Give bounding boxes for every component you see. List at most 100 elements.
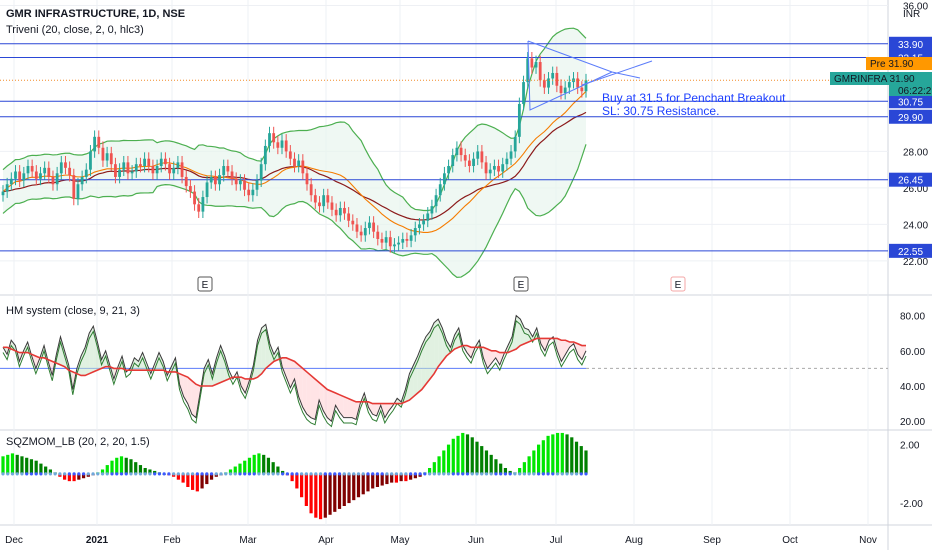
sqz-y-tick-label: -2.00 <box>900 499 923 510</box>
sqz-zero-dot <box>63 472 67 476</box>
level-tag-text: 30.75 <box>898 97 923 108</box>
hm-fill-segment <box>294 361 299 397</box>
sqz-zero-dot <box>475 472 479 476</box>
sqz-zero-dot <box>34 472 38 476</box>
candle-body <box>497 166 500 172</box>
sqz-bar <box>110 460 114 474</box>
sqz-bar <box>442 450 446 474</box>
candle-body <box>147 158 151 167</box>
sqz-zero-dot <box>314 472 318 476</box>
candle-body <box>459 147 463 156</box>
sqz-bar <box>356 473 361 498</box>
candle-body <box>401 238 405 243</box>
sqz-zero-dot <box>446 472 451 476</box>
earnings-marker-label: E <box>202 280 209 291</box>
sqz-bar <box>584 450 588 474</box>
sqz-bar <box>314 473 318 518</box>
sqz-bar <box>105 465 109 474</box>
hm-fill-segment <box>89 326 94 374</box>
sqz-zero-dot <box>96 472 100 476</box>
candle-body <box>230 171 234 179</box>
sqz-zero-dot <box>404 472 408 476</box>
sqz-bar <box>262 454 266 474</box>
candle-body <box>288 151 292 159</box>
candle-body <box>513 136 517 152</box>
candle-body <box>376 231 380 239</box>
sqz-bar <box>456 435 460 474</box>
sqz-zero-dot <box>153 472 157 476</box>
sqz-zero-dot <box>508 472 512 476</box>
hm-fill-segment <box>351 400 357 420</box>
sqz-zero-dot <box>551 472 555 476</box>
candle-body <box>255 180 259 190</box>
sqz-zero-dot <box>555 472 560 476</box>
sqz-zero-dot <box>276 472 280 476</box>
indicator-hm-legend[interactable]: HM system (close, 9, 21, 3) <box>6 305 140 317</box>
sqz-zero-dot <box>190 472 195 476</box>
sqz-bar <box>432 462 436 474</box>
sqz-zero-dot <box>119 472 124 476</box>
candle-body <box>118 169 121 177</box>
hm-fill-segment <box>581 345 586 360</box>
sqz-bar <box>44 466 48 474</box>
candle-body <box>143 158 146 167</box>
sqz-zero-dot <box>243 472 247 476</box>
sqz-zero-dot <box>167 472 171 476</box>
sqz-zero-dot <box>195 472 199 476</box>
sqz-zero-dot <box>238 472 242 476</box>
sqz-zero-dot <box>228 472 233 476</box>
sqz-zero-dot <box>328 472 332 476</box>
sqz-bar <box>100 469 105 474</box>
candle-body <box>413 228 417 236</box>
indicator-sqz-legend[interactable]: SQZMOM_LB (20, 2, 20, 1.5) <box>6 436 150 448</box>
candle-body <box>93 136 97 152</box>
bollinger-lower-line <box>2 144 587 279</box>
sqz-zero-dot <box>527 472 531 476</box>
sqz-zero-dot <box>394 472 399 476</box>
sqz-bar <box>546 435 550 474</box>
candle-body <box>393 244 396 247</box>
sqz-bar <box>522 462 526 474</box>
sqz-bar <box>399 473 403 482</box>
indicator-triveni-legend[interactable]: Triveni (20, close, 2, 0, hlc3) <box>6 24 144 36</box>
hm-fill-segment <box>183 375 188 404</box>
sqz-zero-dot <box>522 472 526 476</box>
sqz-bar <box>333 473 337 512</box>
sqz-zero-dot <box>584 472 588 476</box>
candle-body <box>326 195 330 203</box>
candle-body <box>14 171 17 179</box>
hm-fill-segment <box>429 322 435 379</box>
sqz-bar <box>247 457 252 474</box>
sqz-zero-dot <box>537 472 541 476</box>
sqz-bar <box>20 456 24 474</box>
candle-body <box>559 85 563 94</box>
candle-body <box>309 184 313 196</box>
sqz-bar <box>437 456 441 474</box>
candle-body <box>338 207 342 216</box>
sqz-bar <box>518 468 522 474</box>
hm-fill-segment <box>372 403 377 416</box>
sqz-bar <box>337 473 342 509</box>
sqz-bar <box>380 473 384 486</box>
sqz-zero-dot <box>81 472 86 476</box>
candle-body <box>347 213 351 221</box>
candle-body <box>363 228 367 236</box>
sqz-bar <box>404 473 408 482</box>
candle-body <box>472 158 475 167</box>
hm-fill-segment <box>409 364 414 401</box>
sqz-zero-dot <box>58 472 62 476</box>
sqz-bar <box>484 450 489 474</box>
sqz-bar <box>1 456 5 474</box>
candle-body <box>51 176 55 185</box>
sqz-zero-dot <box>390 472 394 476</box>
hm-fill-segment <box>384 403 389 418</box>
sqz-zero-dot <box>29 472 34 476</box>
candle-body <box>480 151 484 163</box>
sqz-zero-dot <box>352 472 356 476</box>
candle-body <box>101 147 105 161</box>
candle-body <box>567 82 571 88</box>
pre-tag-bg <box>866 57 932 70</box>
candle-body <box>176 162 180 168</box>
hm-fill-segment <box>261 324 266 374</box>
